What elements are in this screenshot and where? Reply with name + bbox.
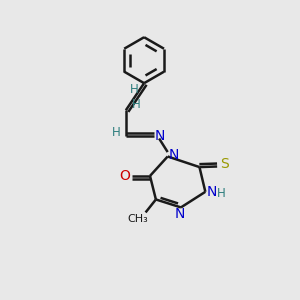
Text: N: N [154,129,165,143]
Text: S: S [220,157,229,171]
Text: H: H [217,187,226,200]
Text: N: N [207,185,217,199]
Text: CH₃: CH₃ [127,214,148,224]
Text: H: H [130,82,139,95]
Text: H: H [112,126,121,139]
Text: O: O [119,169,130,183]
Text: H: H [132,98,140,111]
Text: N: N [174,207,184,221]
Text: N: N [169,148,179,162]
